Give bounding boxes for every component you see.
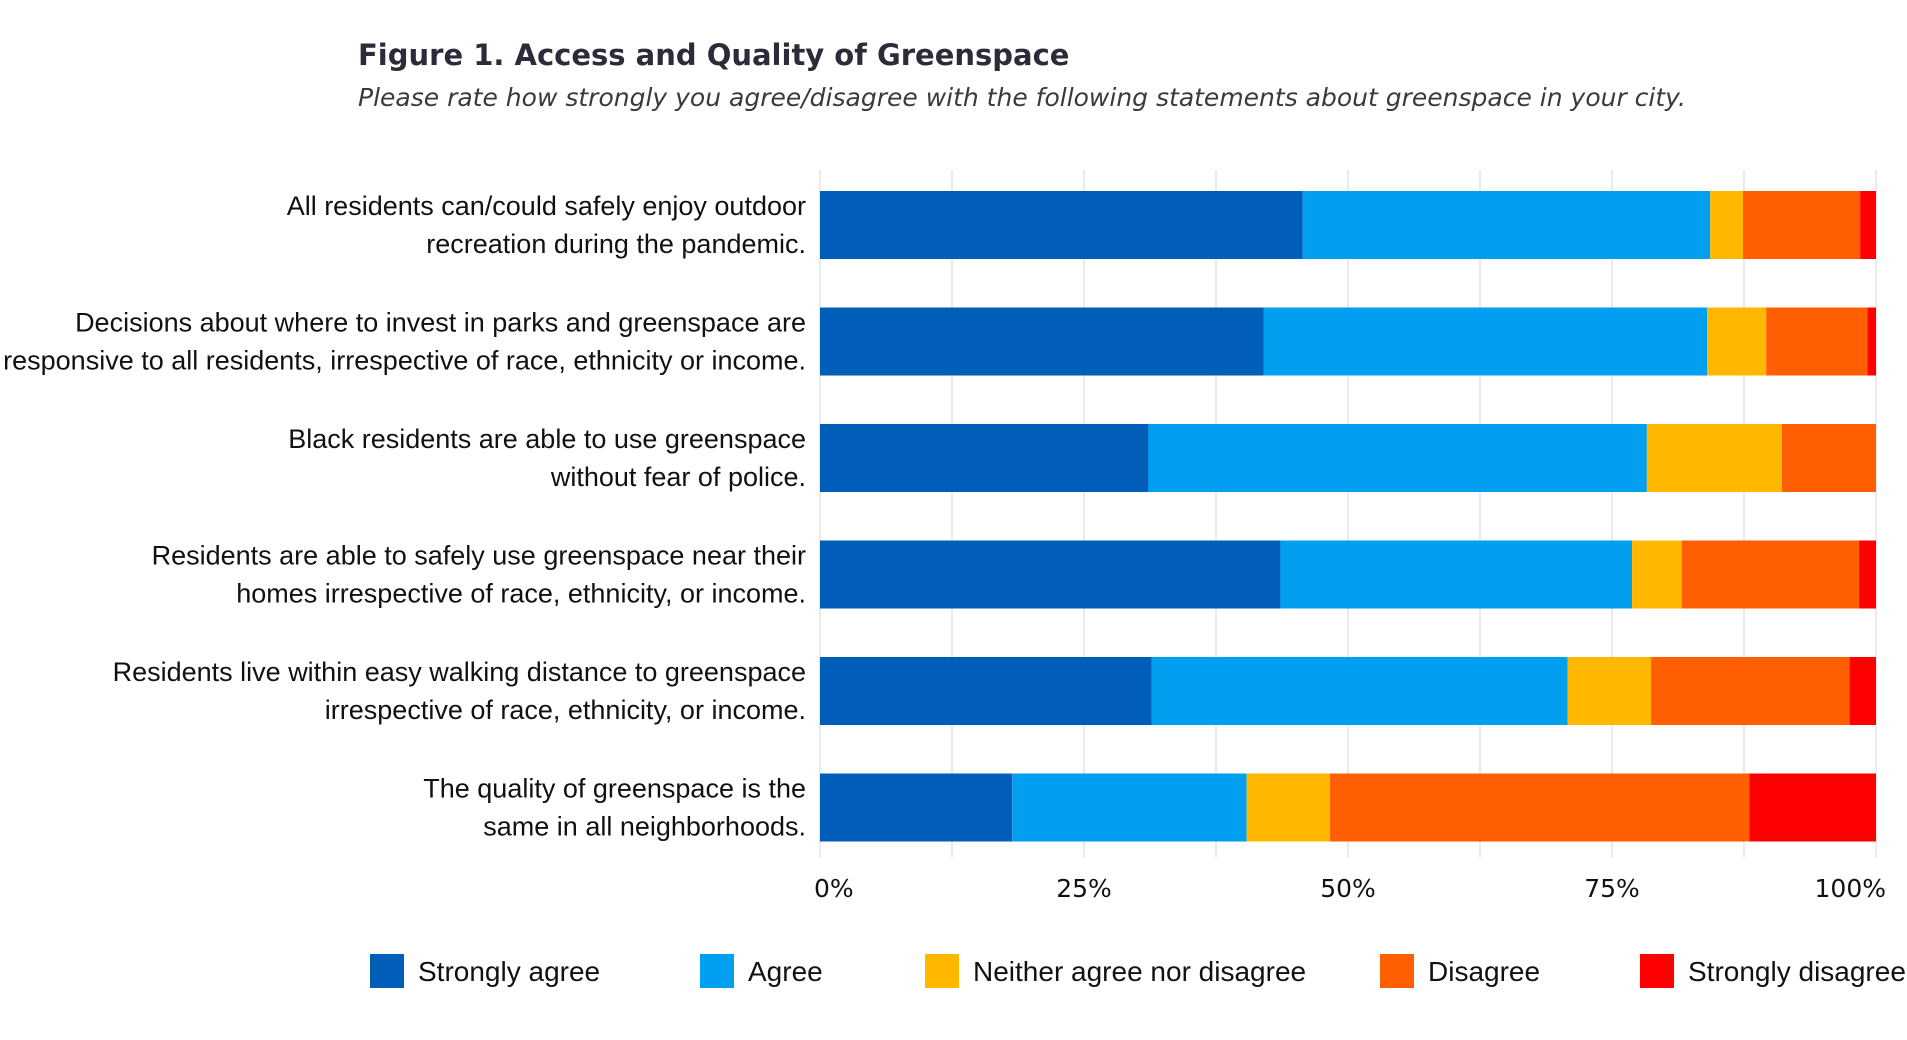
bar-segment-neither-agree-nor-disagree xyxy=(1632,540,1682,609)
bar-segment-strongly-agree xyxy=(820,424,1149,492)
bar-row xyxy=(820,307,1876,376)
legend-swatch xyxy=(1640,954,1674,988)
category-label: same in all neighborhoods. xyxy=(483,812,806,842)
bar-segment-disagree xyxy=(1330,773,1750,842)
bar-segment-agree xyxy=(1148,424,1647,492)
x-axis-ticks: 0% 25% 50% 75% 100% xyxy=(814,874,1886,903)
x-tick-label: 50% xyxy=(1320,874,1376,903)
legend-swatch xyxy=(370,954,404,988)
legend-swatch xyxy=(925,954,959,988)
bar-segment-strongly-agree xyxy=(820,773,1013,842)
bar-row xyxy=(820,424,1876,492)
legend-swatch xyxy=(700,954,734,988)
legend-item: Disagree xyxy=(1380,954,1540,988)
chart-subtitle: Please rate how strongly you agree/disag… xyxy=(358,83,1686,112)
bar-segment-disagree xyxy=(1681,540,1860,609)
legend-swatch xyxy=(1380,954,1414,988)
x-tick-label: 25% xyxy=(1056,874,1112,903)
x-tick-label: 100% xyxy=(1815,874,1886,903)
legend-label: Strongly disagree xyxy=(1688,956,1906,987)
category-label: The quality of greenspace is the xyxy=(423,774,806,804)
bar-segment-neither-agree-nor-disagree xyxy=(1707,307,1767,376)
bar-segment-strongly-disagree xyxy=(1859,540,1876,609)
bar-segment-agree xyxy=(1302,191,1711,259)
bar-segment-agree xyxy=(1280,540,1633,609)
category-label: without fear of police. xyxy=(550,462,806,492)
bar-segment-neither-agree-nor-disagree xyxy=(1710,191,1743,259)
bar-segment-neither-agree-nor-disagree xyxy=(1246,773,1331,842)
category-label: Residents live within easy walking dista… xyxy=(113,657,806,687)
legend-item: Strongly agree xyxy=(370,954,600,988)
legend-item: Agree xyxy=(700,954,823,988)
bar-segment-strongly-agree xyxy=(820,657,1152,725)
category-label: All residents can/could safely enjoy out… xyxy=(287,191,806,221)
bar-segment-strongly-agree xyxy=(820,191,1303,259)
legend-label: Neither agree nor disagree xyxy=(973,956,1306,987)
bar-segment-strongly-disagree xyxy=(1867,307,1876,376)
category-label: Decisions about where to invest in parks… xyxy=(75,308,806,338)
bar-segment-strongly-agree xyxy=(820,307,1264,376)
legend: Strongly agree Agree Neither agree nor dis… xyxy=(370,954,1906,988)
bar-row xyxy=(820,657,1876,725)
category-label: Residents are able to safely use greensp… xyxy=(152,541,806,571)
bar-row xyxy=(820,773,1876,842)
bar-segment-disagree xyxy=(1782,424,1876,492)
x-tick-label: 75% xyxy=(1584,874,1640,903)
legend-label: Strongly agree xyxy=(418,956,600,987)
bar-segment-strongly-disagree xyxy=(1849,657,1876,725)
grid-lines xyxy=(819,170,1877,858)
bar-row xyxy=(820,540,1876,609)
bar-segment-strongly-disagree xyxy=(1749,773,1876,842)
legend-label: Disagree xyxy=(1428,956,1540,987)
bars xyxy=(820,191,1876,842)
category-label: irrespective of race, ethnicity, or inco… xyxy=(325,695,806,725)
legend-label: Agree xyxy=(748,956,823,987)
bar-segment-neither-agree-nor-disagree xyxy=(1646,424,1783,492)
bar-segment-disagree xyxy=(1766,307,1868,376)
chart-title: Figure 1. Access and Quality of Greenspa… xyxy=(358,38,1070,72)
category-label: Black residents are able to use greenspa… xyxy=(288,424,806,454)
category-label: recreation during the pandemic. xyxy=(426,229,806,259)
bar-segment-agree xyxy=(1151,657,1568,725)
bar-segment-neither-agree-nor-disagree xyxy=(1567,657,1652,725)
x-tick-label: 0% xyxy=(814,874,854,903)
bar-segment-disagree xyxy=(1742,191,1861,259)
category-label: responsive to all residents, irrespectiv… xyxy=(3,346,806,376)
bar-segment-strongly-agree xyxy=(820,540,1281,609)
legend-item: Neither agree nor disagree xyxy=(925,954,1306,988)
bar-segment-strongly-disagree xyxy=(1860,191,1876,259)
legend-item: Strongly disagree xyxy=(1640,954,1906,988)
bar-row xyxy=(820,191,1876,259)
bar-segment-agree xyxy=(1263,307,1708,376)
bar-segment-agree xyxy=(1012,773,1247,842)
category-label: homes irrespective of race, ethnicity, o… xyxy=(236,579,806,609)
category-labels: All residents can/could safely enjoy out… xyxy=(3,191,806,842)
bar-segment-disagree xyxy=(1651,657,1850,725)
